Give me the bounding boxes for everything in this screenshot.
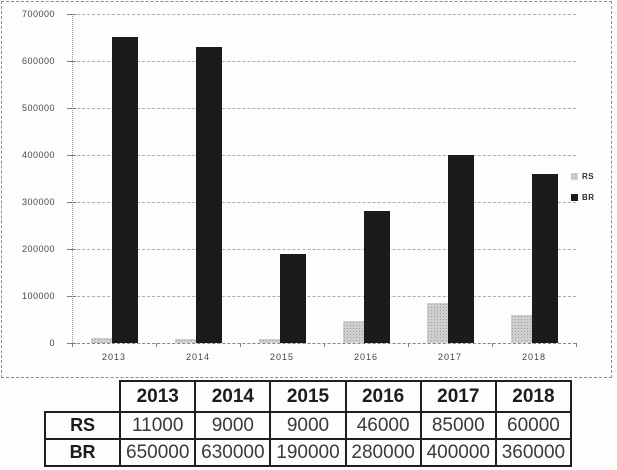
table-cell-br-2014: 630000 — [194, 438, 272, 467]
table-cell-br-2015: 190000 — [269, 438, 347, 467]
x-axis-tick — [240, 343, 241, 347]
x-axis-tick — [156, 343, 157, 347]
x-axis-label-2018: 2018 — [521, 352, 547, 362]
y-axis-tick — [67, 14, 76, 15]
legend-item-rs: RS — [571, 171, 595, 181]
y-axis-tick — [67, 61, 76, 62]
bar-rs-2013 — [91, 338, 112, 343]
chart-data-table: 2013 2014 2015 2016 2017 2018 RS 11000 9… — [43, 380, 573, 467]
x-axis-label-2014: 2014 — [185, 352, 211, 362]
gridline-400000 — [72, 155, 576, 156]
table-corner-cell — [45, 381, 120, 412]
y-axis-tick — [67, 343, 76, 344]
bar-br-2017 — [448, 155, 474, 343]
y-axis-line — [72, 14, 73, 347]
bar-rs-2017 — [427, 303, 448, 343]
bar-rs-2016 — [343, 321, 364, 343]
gridline-700000 — [72, 14, 576, 15]
bar-br-2015 — [280, 254, 306, 343]
y-axis-label: 200000 — [21, 244, 55, 254]
y-axis-label: 500000 — [21, 103, 55, 113]
gridline-300000 — [72, 202, 576, 203]
y-axis-label: 600000 — [21, 56, 55, 66]
legend-label-br: BR — [582, 192, 595, 202]
x-axis-label-2016: 2016 — [353, 352, 379, 362]
table-header-2013: 2013 — [119, 380, 197, 413]
gridline-100000 — [72, 296, 576, 297]
bar-rs-2014 — [175, 339, 196, 343]
table-header-2017: 2017 — [419, 380, 497, 413]
table-cell-br-2017: 400000 — [419, 438, 497, 467]
legend-item-br: BR — [571, 192, 595, 202]
chart-legend: RS BR — [571, 172, 595, 214]
table-cell-rs-2018: 60000 — [494, 411, 573, 440]
table-header-2018: 2018 — [494, 380, 573, 413]
y-axis-label: 100000 — [21, 291, 55, 301]
table-row-label-br: BR — [43, 438, 122, 467]
bar-rs-2015 — [259, 339, 280, 343]
table-cell-rs-2017: 85000 — [419, 411, 497, 440]
bar-br-2016 — [364, 211, 390, 343]
x-axis-tick — [492, 343, 493, 347]
table-row-label-rs: RS — [43, 411, 122, 440]
y-axis-label: 300000 — [21, 197, 55, 207]
chart-outer-border — [1, 1, 612, 378]
y-axis-label: 0 — [49, 338, 55, 348]
legend-label-rs: RS — [582, 171, 595, 181]
y-axis-tick — [67, 296, 76, 297]
table-header-2016: 2016 — [344, 380, 422, 413]
x-axis-tick — [72, 343, 73, 347]
legend-swatch-br — [571, 193, 578, 201]
legend-swatch-rs — [571, 172, 578, 180]
table-header-2014: 2014 — [194, 380, 272, 413]
bar-br-2018 — [532, 174, 558, 343]
y-axis-tick — [67, 202, 76, 203]
x-axis-tick — [408, 343, 409, 347]
table-header-2015: 2015 — [269, 380, 347, 413]
y-axis-label: 700000 — [21, 9, 55, 19]
x-axis-label-2013: 2013 — [101, 352, 127, 362]
y-axis-tick — [67, 249, 76, 250]
table-cell-br-2018: 360000 — [494, 438, 573, 467]
x-axis-tick — [576, 343, 577, 347]
table-header-row: 2013 2014 2015 2016 2017 2018 — [45, 380, 573, 413]
bar-br-2014 — [196, 47, 222, 343]
bar-br-2013 — [112, 37, 138, 343]
table-cell-rs-2016: 46000 — [344, 411, 422, 440]
y-axis-tick — [67, 155, 76, 156]
table-cell-rs-2015: 9000 — [269, 411, 347, 440]
table-cell-rs-2014: 9000 — [194, 411, 272, 440]
table-cell-br-2016: 280000 — [344, 438, 422, 467]
gridline-500000 — [72, 108, 576, 109]
x-axis-label-2015: 2015 — [269, 352, 295, 362]
x-axis-tick — [324, 343, 325, 347]
table-row-br: BR 650000 630000 190000 280000 400000 36… — [43, 438, 573, 467]
x-axis-label-2017: 2017 — [437, 352, 463, 362]
gridline-600000 — [72, 61, 576, 62]
table-row-rs: RS 11000 9000 9000 46000 85000 60000 — [43, 411, 573, 440]
bar-rs-2018 — [511, 315, 532, 343]
gridline-200000 — [72, 249, 576, 250]
table-cell-rs-2013: 11000 — [119, 411, 197, 440]
y-axis-tick — [67, 108, 76, 109]
table-cell-br-2013: 650000 — [119, 438, 197, 467]
y-axis-label: 400000 — [21, 150, 55, 160]
